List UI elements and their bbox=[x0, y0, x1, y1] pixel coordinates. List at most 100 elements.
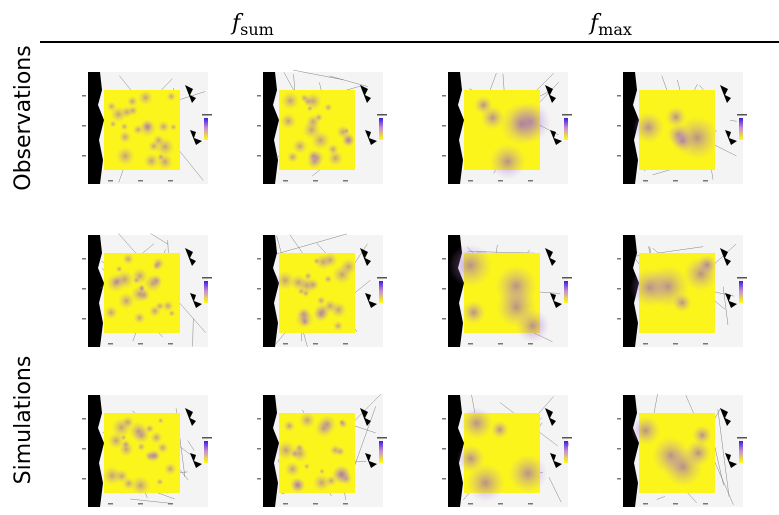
axis-tick-label bbox=[138, 343, 143, 345]
coastline bbox=[88, 72, 104, 184]
legend-title bbox=[562, 277, 572, 279]
column-header: fsum bbox=[230, 11, 274, 39]
intensity-blob bbox=[129, 421, 148, 440]
intensity-blob bbox=[327, 143, 338, 154]
intensity-blob bbox=[128, 105, 139, 116]
axis-tick-label bbox=[442, 125, 446, 127]
intensity-blob bbox=[490, 143, 526, 179]
coastline bbox=[88, 395, 104, 507]
axis-tick-label bbox=[643, 343, 648, 345]
axis-tick-label bbox=[703, 343, 708, 345]
legend-bar bbox=[564, 118, 568, 140]
map-panel bbox=[617, 394, 747, 507]
intensity-blob bbox=[132, 268, 148, 284]
axis-tick-label bbox=[257, 95, 261, 97]
legend-title bbox=[562, 437, 572, 439]
axis-tick-label bbox=[673, 503, 678, 505]
intensity-blob bbox=[139, 286, 145, 292]
intensity-blob bbox=[314, 113, 323, 122]
axis-tick-label bbox=[168, 503, 173, 505]
legend-bar bbox=[379, 118, 383, 140]
intensity-blob bbox=[285, 461, 301, 477]
intensity-blob bbox=[104, 306, 118, 320]
intensity-blob bbox=[120, 434, 126, 440]
axis-tick-label bbox=[283, 503, 288, 505]
axis-tick-label bbox=[257, 318, 261, 320]
coastline bbox=[623, 395, 639, 507]
intensity-blob bbox=[466, 464, 505, 503]
axis-tick-label bbox=[442, 318, 446, 320]
axis-tick-label bbox=[82, 478, 86, 480]
map-panel bbox=[257, 70, 387, 184]
intensity-blob bbox=[664, 448, 703, 487]
intensity-blob bbox=[133, 312, 145, 324]
axis-tick-label bbox=[82, 418, 86, 420]
intensity-blob bbox=[115, 270, 134, 289]
intensity-blob bbox=[290, 449, 299, 458]
map-panel bbox=[82, 233, 212, 347]
intensity-blob bbox=[330, 302, 347, 319]
legend-bar bbox=[739, 118, 743, 140]
intensity-blob bbox=[307, 149, 320, 162]
intensity-blob bbox=[343, 128, 349, 134]
figure: fsum fmax Observations Simulations bbox=[0, 0, 779, 515]
axis-tick-label bbox=[108, 180, 113, 182]
axis-tick-label bbox=[498, 503, 503, 505]
intensity-blob bbox=[313, 306, 329, 322]
intensity-blob bbox=[157, 153, 165, 161]
intensity-blob bbox=[152, 257, 164, 269]
axis-tick-label bbox=[283, 180, 288, 182]
axis-tick-label bbox=[617, 318, 621, 320]
intensity-blob bbox=[462, 301, 485, 324]
intensity-blob bbox=[491, 421, 509, 439]
intensity-blob bbox=[280, 113, 296, 129]
legend-title bbox=[377, 437, 387, 439]
axis-tick-label bbox=[468, 343, 473, 345]
axis-tick-label bbox=[528, 180, 533, 182]
axis-tick-label bbox=[138, 180, 143, 182]
axis-tick-label bbox=[108, 343, 113, 345]
intensity-blob bbox=[149, 305, 161, 317]
row-label: Simulations bbox=[11, 356, 36, 485]
intensity-blob bbox=[335, 447, 345, 457]
intensity-blob bbox=[150, 275, 162, 287]
legend-title bbox=[202, 277, 212, 279]
map-panel bbox=[82, 395, 212, 507]
intensity-blob bbox=[304, 463, 310, 469]
intensity-blob bbox=[162, 300, 173, 311]
intensity-blob bbox=[158, 121, 170, 133]
panels bbox=[82, 70, 747, 507]
intensity-blob bbox=[460, 407, 493, 440]
axis-tick-label bbox=[617, 418, 621, 420]
legend-title bbox=[737, 114, 747, 116]
axis-tick-label bbox=[617, 95, 621, 97]
axis-tick-label bbox=[498, 180, 503, 182]
intensity-blob bbox=[324, 103, 332, 111]
axis-tick-label bbox=[468, 180, 473, 182]
axis-tick-label bbox=[257, 448, 261, 450]
intensity-blob bbox=[119, 131, 132, 144]
intensity-blob bbox=[281, 91, 299, 109]
intensity-blob bbox=[481, 106, 505, 130]
legend-title bbox=[202, 437, 212, 439]
intensity-blob bbox=[166, 92, 176, 102]
coastline bbox=[88, 235, 104, 347]
intensity-blob bbox=[697, 255, 717, 275]
map-panel bbox=[257, 234, 387, 347]
axis-tick-label bbox=[82, 155, 86, 157]
intensity-blob bbox=[315, 254, 331, 270]
intensity-blob bbox=[319, 468, 325, 474]
coastline bbox=[448, 72, 464, 184]
intensity-blob bbox=[137, 443, 145, 451]
axis-tick-label bbox=[257, 125, 261, 127]
intensity-blob bbox=[672, 293, 691, 312]
axis-tick-label bbox=[468, 503, 473, 505]
axis-tick-label bbox=[528, 343, 533, 345]
intensity-blob bbox=[107, 102, 117, 112]
legend-title bbox=[377, 277, 387, 279]
axis-tick-label bbox=[442, 155, 446, 157]
axis-tick-label bbox=[703, 503, 708, 505]
axis-tick-label bbox=[168, 343, 173, 345]
axis-tick-label bbox=[617, 125, 621, 127]
row-label: Observations bbox=[11, 45, 36, 190]
